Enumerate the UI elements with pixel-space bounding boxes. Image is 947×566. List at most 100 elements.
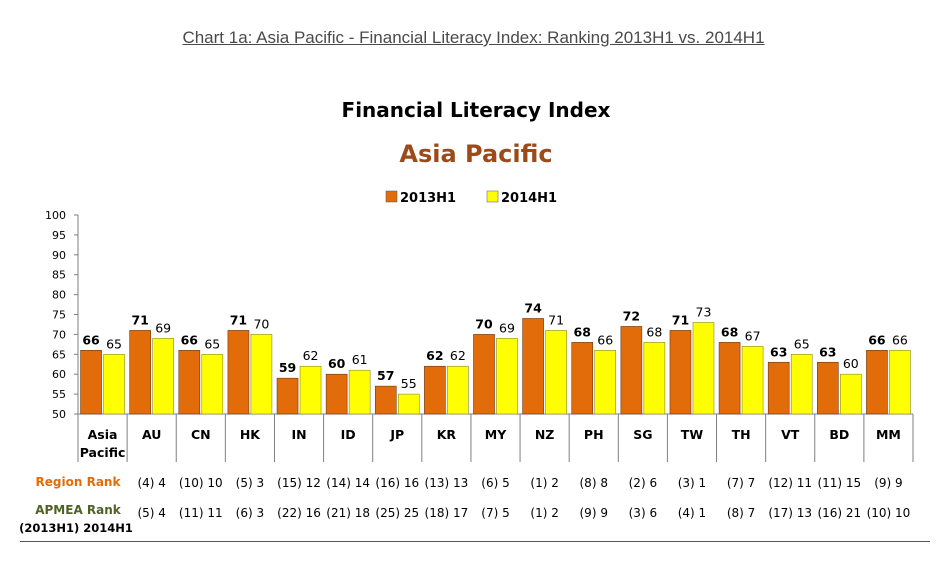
bar-2013h1 — [129, 330, 151, 415]
region-rank-value: (4) 4 — [137, 476, 165, 490]
y-tick-label: 75 — [52, 309, 66, 322]
bar-2014h1 — [250, 334, 273, 415]
value-label-2014h1: 65 — [794, 336, 810, 351]
value-label-2013h1: 71 — [131, 312, 148, 327]
chart-subtitle: Asia Pacific — [399, 140, 552, 168]
x-tick-label: PH — [584, 427, 604, 442]
value-label-2013h1: 62 — [426, 348, 443, 363]
x-tick-label: BD — [829, 427, 849, 442]
value-label-2013h1: 71 — [230, 312, 247, 327]
value-label-2014h1: 60 — [843, 356, 859, 371]
bar-2013h1 — [817, 361, 839, 415]
bar-2014h1 — [643, 342, 666, 415]
y-tick-label: 100 — [45, 209, 66, 222]
value-label-2014h1: 65 — [204, 336, 220, 351]
value-label-2014h1: 73 — [696, 304, 712, 319]
bar-2013h1 — [276, 377, 299, 415]
bar-2013h1 — [374, 385, 397, 415]
x-tick-label: NZ — [535, 427, 555, 442]
region-rank-value: (13) 13 — [425, 476, 469, 490]
legend-label-2014h1: 2014H1 — [501, 191, 557, 206]
value-label-2013h1: 60 — [328, 356, 346, 371]
x-tick-label: VT — [781, 427, 800, 442]
apmea-rank-value: (3) 6 — [629, 506, 657, 520]
value-label-2013h1: 70 — [475, 316, 493, 331]
region-rank-value: (11) 15 — [817, 476, 861, 490]
value-label-2014h1: 62 — [303, 348, 319, 363]
region-rank-value: (9) 9 — [874, 476, 902, 490]
region-rank-value: (14) 14 — [326, 476, 370, 490]
y-tick-label: 95 — [52, 229, 66, 242]
apmea-rank-label: APMEA Rank — [35, 503, 122, 517]
bar-2013h1 — [718, 342, 741, 415]
region-rank-value: (12) 11 — [768, 476, 812, 490]
value-label-2014h1: 69 — [499, 320, 515, 335]
x-tick-label: KR — [437, 427, 457, 442]
y-tick-label: 55 — [52, 388, 66, 401]
region-rank-value: (15) 12 — [277, 476, 321, 490]
x-tick-label: TH — [732, 427, 751, 442]
y-tick-label: 70 — [52, 328, 66, 341]
bar-2013h1 — [866, 350, 888, 415]
bar-2014h1 — [447, 365, 469, 415]
value-label-2013h1: 63 — [819, 344, 836, 359]
x-tick-label: CN — [191, 427, 211, 442]
value-label-2013h1: 57 — [377, 368, 394, 383]
y-tick-label: 85 — [52, 269, 66, 282]
region-rank-value: (1) 2 — [530, 476, 558, 490]
bar-2014h1 — [496, 338, 518, 415]
y-tick-label: 60 — [52, 368, 66, 381]
x-tick-label: SG — [633, 427, 652, 442]
apmea-rank-value: (21) 18 — [326, 506, 370, 520]
bar-2014h1 — [790, 353, 813, 415]
x-tick-label: JP — [389, 427, 404, 442]
apmea-rank-value: (5) 4 — [137, 506, 165, 520]
value-label-2014h1: 71 — [548, 312, 564, 327]
value-label-2013h1: 72 — [623, 308, 640, 323]
x-tick-label: HK — [240, 427, 261, 442]
bar-2013h1 — [522, 318, 544, 415]
x-tick-label: ID — [341, 427, 356, 442]
legend: 2013H1 2014H1 — [385, 190, 557, 206]
y-tick-label: 90 — [52, 249, 66, 262]
value-label-2013h1: 68 — [574, 324, 591, 339]
bar-2013h1 — [325, 373, 348, 415]
x-tick-label: MM — [876, 427, 901, 442]
bar-2013h1 — [473, 334, 495, 415]
x-tick-label: TW — [681, 427, 704, 442]
x-tick-label: AU — [142, 427, 161, 442]
value-label-2014h1: 55 — [401, 376, 417, 391]
region-rank-value: (10) 10 — [179, 476, 223, 490]
value-label-2014h1: 66 — [892, 332, 908, 347]
bar-2014h1 — [741, 346, 764, 415]
value-label-2014h1: 70 — [253, 316, 269, 331]
region-rank-value: (2) 6 — [629, 476, 657, 490]
legend-swatch-2013h1 — [385, 190, 398, 203]
bar-2013h1 — [767, 361, 790, 415]
bar-2013h1 — [80, 350, 102, 415]
region-rank-value: (16) 16 — [375, 476, 419, 490]
bar-2014h1 — [152, 338, 174, 415]
bar-2013h1 — [620, 326, 643, 415]
chart-title: Financial Literacy Index — [342, 98, 611, 122]
y-tick-label: 80 — [52, 289, 66, 302]
bar-2013h1 — [227, 330, 250, 415]
apmea-rank-value: (1) 2 — [530, 506, 558, 520]
region-rank-value: (7) 7 — [727, 476, 755, 490]
page-caption: Chart 1a: Asia Pacific - Financial Liter… — [182, 28, 765, 47]
bar-2014h1 — [889, 350, 911, 415]
value-label-2014h1: 62 — [450, 348, 466, 363]
value-label-2013h1: 74 — [524, 300, 542, 315]
region-rank-label: Region Rank — [36, 475, 122, 489]
apmea-rank-value: (7) 5 — [481, 506, 509, 520]
bottom-rule — [20, 541, 930, 542]
apmea-rank-value: (6) 3 — [236, 506, 264, 520]
value-label-2013h1: 66 — [868, 332, 886, 347]
rank-rows: (4) 4 (5) 4 (10) 10 (11) 11 (5) 3 (6) 3 (15) 1… — [137, 476, 910, 520]
value-label-2014h1: 61 — [352, 352, 368, 367]
apmea-rank-value: (10) 10 — [867, 506, 911, 520]
value-label-2013h1: 66 — [181, 332, 199, 347]
bar-2014h1 — [545, 330, 567, 415]
value-label-2014h1: 65 — [106, 336, 122, 351]
